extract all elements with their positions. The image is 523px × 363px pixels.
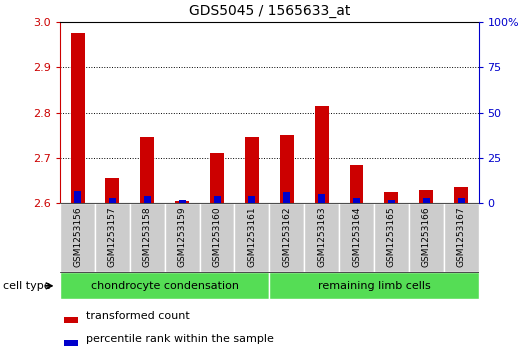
Bar xyxy=(95,203,130,272)
Bar xyxy=(353,198,360,203)
Bar xyxy=(64,340,78,346)
Bar xyxy=(140,138,154,203)
Text: GSM1253167: GSM1253167 xyxy=(457,207,465,268)
Bar xyxy=(283,192,290,203)
Text: GSM1253162: GSM1253162 xyxy=(282,207,291,267)
Bar xyxy=(423,198,430,203)
Bar xyxy=(409,203,444,272)
Text: cell type: cell type xyxy=(3,281,50,291)
Bar xyxy=(175,201,189,203)
Text: GSM1253166: GSM1253166 xyxy=(422,207,431,268)
Bar xyxy=(200,203,234,272)
Bar xyxy=(130,203,165,272)
Bar xyxy=(64,317,78,323)
Bar xyxy=(458,198,464,203)
Bar xyxy=(269,272,479,299)
Bar xyxy=(210,154,224,203)
Bar xyxy=(304,203,339,272)
Text: GSM1253165: GSM1253165 xyxy=(387,207,396,268)
Bar xyxy=(60,203,95,272)
Text: GSM1253157: GSM1253157 xyxy=(108,207,117,268)
Bar xyxy=(144,196,151,203)
Bar xyxy=(179,200,186,203)
Bar xyxy=(349,165,363,203)
Bar xyxy=(109,198,116,203)
Bar xyxy=(106,178,119,203)
Bar xyxy=(339,203,374,272)
Bar xyxy=(71,33,85,203)
Bar xyxy=(245,138,259,203)
Bar xyxy=(234,203,269,272)
Text: GSM1253161: GSM1253161 xyxy=(247,207,256,268)
Bar xyxy=(165,203,200,272)
Bar xyxy=(384,192,399,203)
Bar xyxy=(374,203,409,272)
Bar xyxy=(269,203,304,272)
Text: transformed count: transformed count xyxy=(86,310,190,321)
Bar xyxy=(444,203,479,272)
Text: GSM1253159: GSM1253159 xyxy=(178,207,187,268)
Text: percentile rank within the sample: percentile rank within the sample xyxy=(86,334,274,344)
Bar xyxy=(60,272,269,299)
Bar xyxy=(454,187,468,203)
Bar xyxy=(318,194,325,203)
Text: GSM1253163: GSM1253163 xyxy=(317,207,326,268)
Text: chondrocyte condensation: chondrocyte condensation xyxy=(91,281,238,291)
Text: GSM1253158: GSM1253158 xyxy=(143,207,152,268)
Bar xyxy=(388,200,395,203)
Bar xyxy=(315,106,328,203)
Bar xyxy=(248,196,255,203)
Bar xyxy=(280,135,294,203)
Title: GDS5045 / 1565633_at: GDS5045 / 1565633_at xyxy=(189,4,350,18)
Bar xyxy=(74,191,81,203)
Text: GSM1253160: GSM1253160 xyxy=(212,207,222,268)
Text: GSM1253164: GSM1253164 xyxy=(352,207,361,267)
Text: GSM1253156: GSM1253156 xyxy=(73,207,82,268)
Bar xyxy=(419,190,433,203)
Text: remaining limb cells: remaining limb cells xyxy=(317,281,430,291)
Bar xyxy=(213,196,221,203)
